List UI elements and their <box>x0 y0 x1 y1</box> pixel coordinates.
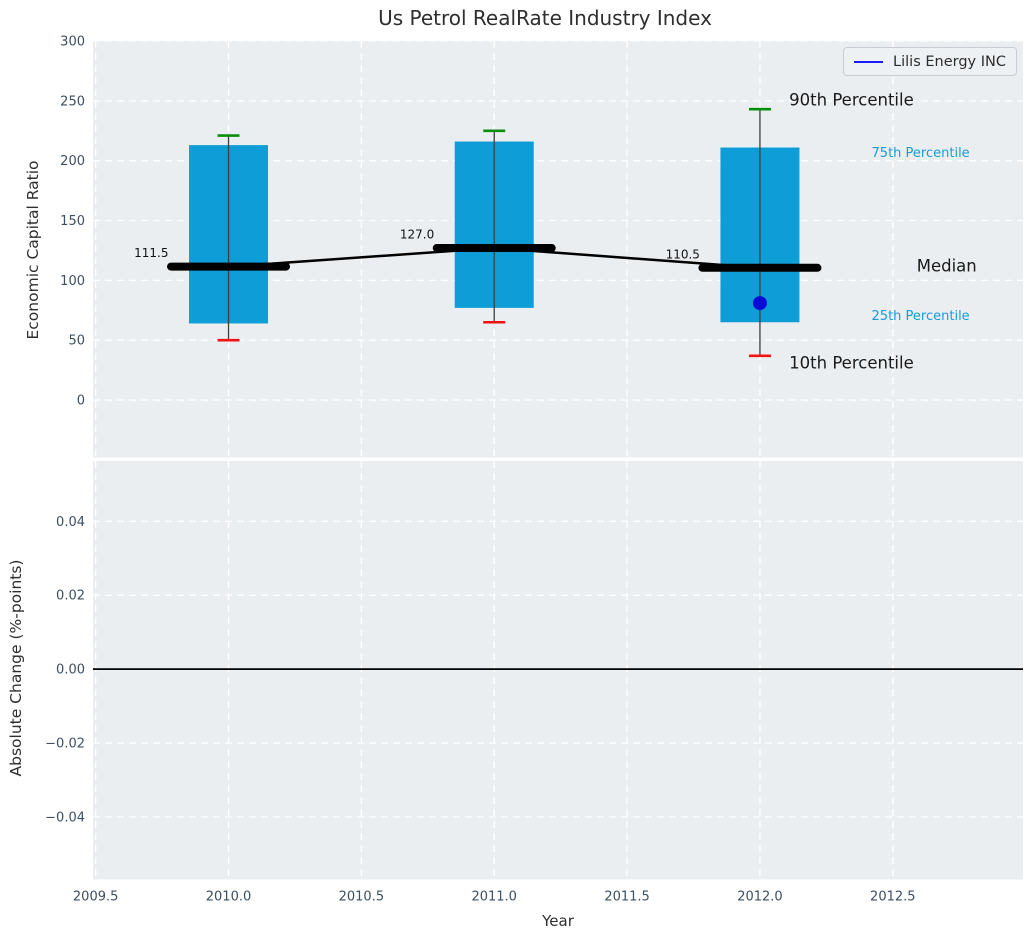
annotation: 25th Percentile <box>872 309 970 324</box>
top-y-tick-label: 50 <box>68 334 85 349</box>
top-y-tick-label: 100 <box>60 274 85 289</box>
bottom-y-tick-label: 0.02 <box>56 589 85 604</box>
bottom-y-tick-label: −0.04 <box>45 811 85 826</box>
x-tick-label: 2011.0 <box>471 890 517 905</box>
x-tick-label: 2010.0 <box>206 890 252 905</box>
annotation: 90th Percentile <box>789 90 914 109</box>
x-tick-label: 2010.5 <box>339 890 385 905</box>
x-tick-label: 2012.0 <box>737 890 783 905</box>
bottom-y-tick-label: −0.02 <box>45 737 85 752</box>
median-value-label: 111.5 <box>134 246 168 260</box>
bottom-y-tick-label: 0.04 <box>56 515 85 530</box>
annotation: 75th Percentile <box>872 146 970 161</box>
x-tick-label: 2012.5 <box>870 890 916 905</box>
company-point <box>752 296 767 311</box>
bottom-y-tick-label: 0.00 <box>56 663 85 678</box>
x-tick-label: 2009.5 <box>73 890 119 905</box>
x-tick-label: 2011.5 <box>604 890 650 905</box>
legend-label: Lilis Energy INC <box>893 53 1006 70</box>
annotation: Median <box>917 257 977 276</box>
legend: Lilis Energy INC <box>843 47 1017 76</box>
median-value-label: 110.5 <box>666 247 700 261</box>
top-y-tick-label: 150 <box>60 214 85 229</box>
top-y-axis-label: Economic Capital Ratio <box>24 160 42 340</box>
bottom-y-axis-label: Absolute Change (%-points) <box>7 559 25 777</box>
chart-title: Us Petrol RealRate Industry Index <box>378 6 712 30</box>
top-y-tick-label: 300 <box>60 35 85 50</box>
top-y-tick-label: 200 <box>60 154 85 169</box>
legend-line-swatch <box>854 60 884 63</box>
median-value-label: 127.0 <box>400 228 434 242</box>
annotation: 10th Percentile <box>789 354 914 373</box>
top-y-tick-label: 250 <box>60 94 85 109</box>
top-y-tick-label: 0 <box>77 394 85 409</box>
x-axis-label: Year <box>542 912 574 930</box>
bottom-axes <box>93 461 1023 880</box>
